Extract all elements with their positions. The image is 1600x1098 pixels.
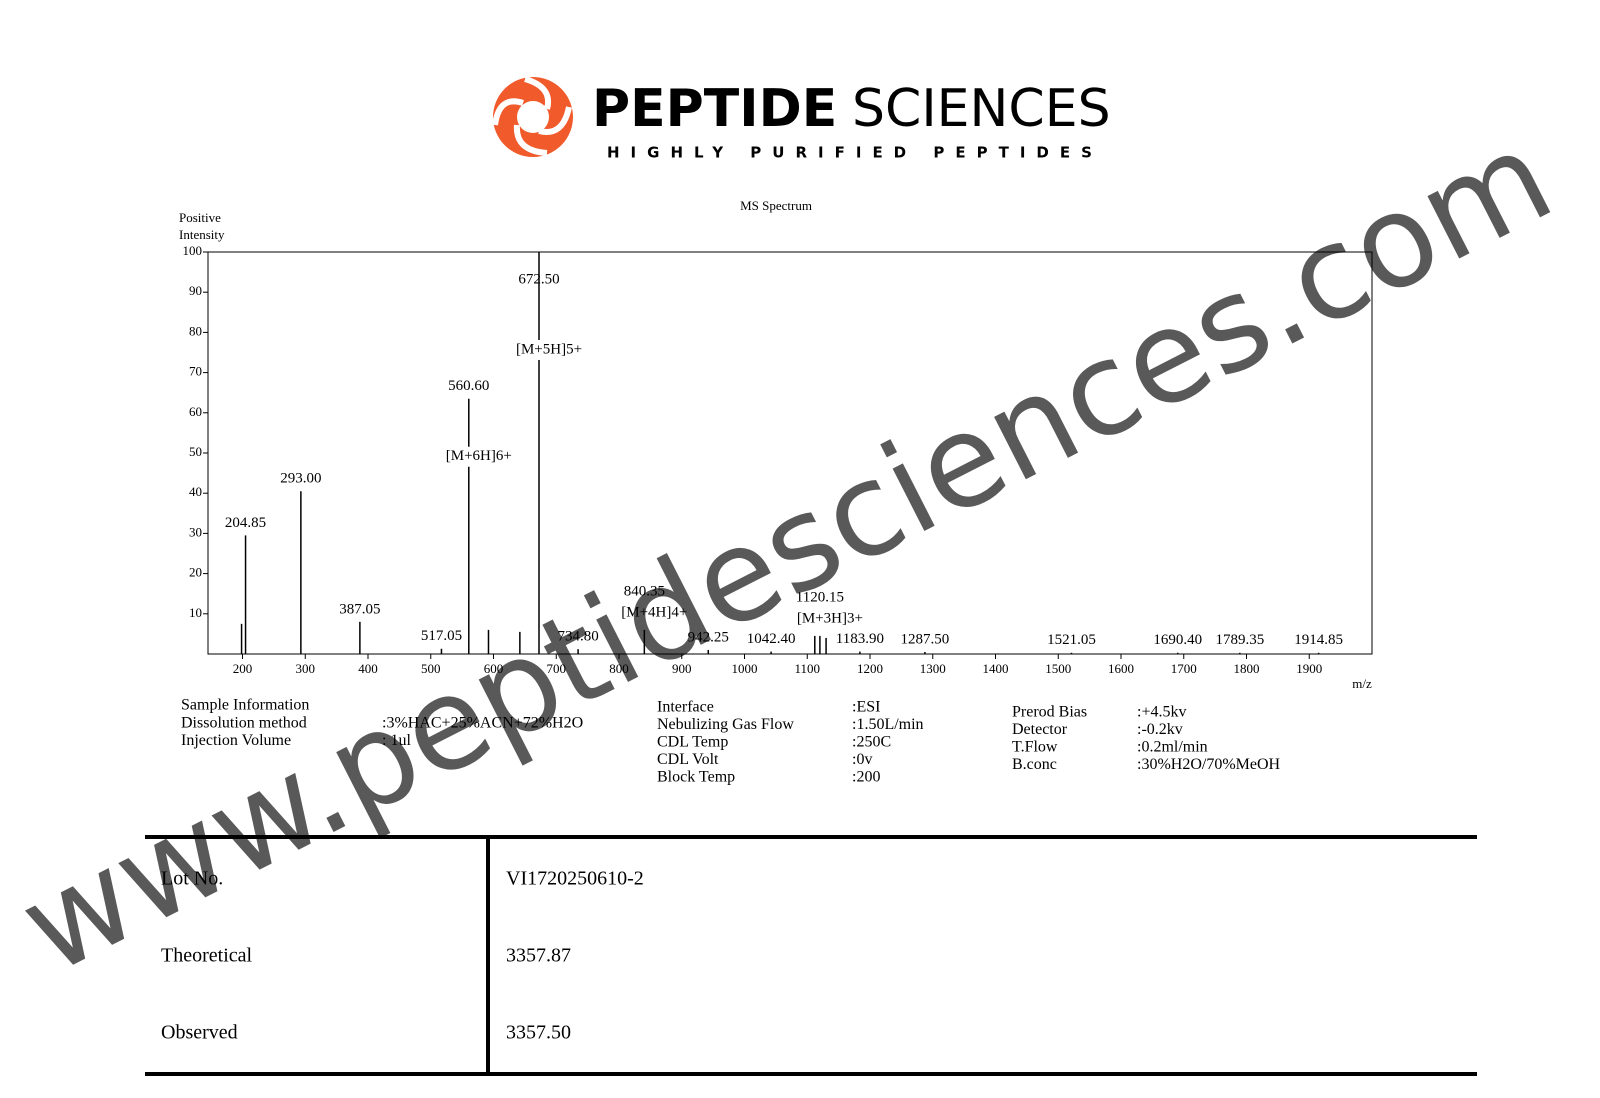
- info-value: :-0.2kv: [1137, 721, 1183, 738]
- peak-label: 387.05: [339, 601, 380, 617]
- cell-label: Observed: [161, 1022, 238, 1044]
- cell-value: 3357.50: [506, 1022, 571, 1044]
- x-tick-label: 600: [484, 661, 504, 676]
- sample-info: Dissolution method :3%HAC+25%ACN+72%H2O In…: [181, 699, 1281, 786]
- peak-label: 1690.40: [1153, 632, 1202, 648]
- peak-label: 204.85: [225, 515, 266, 531]
- info-key: B.conc: [1012, 756, 1057, 773]
- x-tick-label: 1700: [1171, 661, 1197, 676]
- info-key: Injection Volume: [181, 732, 291, 749]
- x-tick-label: 900: [672, 661, 692, 676]
- peak-note: [M+4H]4+: [621, 604, 687, 620]
- note-bg: [505, 340, 574, 360]
- peak-label: 560.60: [448, 378, 489, 394]
- y-tick-label: 50: [189, 444, 202, 459]
- note-bg: [434, 446, 503, 467]
- x-tick-label: 300: [296, 661, 316, 676]
- peak-note: [M+5H]5+: [516, 341, 582, 357]
- y-tick-label: 80: [189, 323, 202, 338]
- x-tick-label: 1200: [857, 661, 883, 676]
- info-heading: Sample Information: [181, 697, 309, 714]
- x-tick-label: 1800: [1234, 661, 1260, 676]
- info-value: :+4.5kv: [1137, 704, 1186, 721]
- peak-label: 517.05: [421, 628, 462, 644]
- peak-label: 1914.85: [1294, 632, 1343, 648]
- y-tick-label: 60: [189, 404, 202, 419]
- peak-note: [M+3H]3+: [797, 610, 863, 626]
- x-axis-label: m/z: [1352, 676, 1372, 691]
- peak-label: 1042.40: [747, 631, 796, 647]
- x-tick-label: 1600: [1108, 661, 1134, 676]
- x-tick-label: 700: [547, 661, 567, 676]
- peak-label: 293.00: [280, 471, 321, 487]
- chart-title: MS Spectrum: [740, 198, 812, 213]
- peak-label: 1183.90: [836, 631, 884, 647]
- x-tick-label: 200: [233, 661, 253, 676]
- peak-label: 1521.05: [1047, 632, 1096, 648]
- info-key: CDL Temp: [657, 734, 728, 751]
- x-tick-label: 500: [421, 661, 441, 676]
- y-tick-label: 20: [189, 565, 202, 580]
- peak-note: [M+6H]6+: [446, 448, 512, 464]
- info-key: Block Temp: [657, 769, 735, 786]
- table: Lot No. VI1720250610-2 Theoretical 3357.87 O…: [161, 868, 644, 1044]
- y-tick-label: 40: [189, 484, 202, 499]
- info-key: Interface: [657, 699, 714, 716]
- cell-value: VI1720250610-2: [506, 868, 644, 890]
- x-tick-label: 1300: [920, 661, 946, 676]
- info-value: :30%H2O/70%MeOH: [1137, 756, 1281, 773]
- y-tick-label: 30: [189, 524, 202, 539]
- peak-label: 942.25: [688, 629, 729, 645]
- y-tick-label: 70: [189, 364, 202, 379]
- x-tick-label: 1500: [1045, 661, 1071, 676]
- info-value: :1.50L/min: [852, 716, 924, 733]
- watermark: www.peptidesciences.com: [0, 102, 1574, 1003]
- info-value: :0.2ml/min: [1137, 739, 1208, 756]
- y-tick-label: 100: [183, 243, 203, 258]
- info-key: Prerod Bias: [1012, 704, 1087, 721]
- note-bg: [785, 608, 854, 629]
- info-key: Dissolution method: [181, 715, 307, 732]
- brand-bold: PEPTIDE: [592, 79, 837, 139]
- y-tick-label: 90: [189, 283, 202, 298]
- x-tick-label: 1100: [794, 661, 820, 676]
- info-value: : 1ul: [382, 732, 411, 749]
- info-value: :3%HAC+25%ACN+72%H2O: [382, 715, 583, 732]
- info-value: :250C: [852, 734, 891, 751]
- peak-label: 1287.50: [901, 631, 950, 647]
- info-value: :200: [852, 769, 880, 786]
- x-tick-label: 1900: [1296, 661, 1322, 676]
- info-key: Detector: [1012, 721, 1068, 738]
- info-value: :ESI: [852, 699, 880, 716]
- logo-icon: [492, 76, 573, 157]
- plot: 10 20 30 40 50 60 70 80 90 100 200 300 400 500 600 700 8…: [183, 243, 1343, 676]
- y-axis-label: Intensity: [179, 227, 225, 242]
- info-key: T.Flow: [1012, 739, 1058, 756]
- peak-label: 1120.15: [796, 589, 844, 605]
- info-key: Nebulizing Gas Flow: [657, 716, 794, 733]
- cell-label: Theoretical: [161, 945, 252, 967]
- x-tick-label: 800: [609, 661, 629, 676]
- info-value: :0v: [852, 751, 872, 768]
- peak-label: 840.35: [624, 583, 665, 599]
- x-tick-label: 400: [358, 661, 378, 676]
- cell-label: Lot No.: [161, 868, 223, 890]
- peak-label: 1789.35: [1215, 632, 1264, 648]
- y-axis-label: Positive: [179, 210, 221, 225]
- x-tick-label: 1400: [983, 661, 1009, 676]
- note-bg: [610, 602, 679, 623]
- cell-value: 3357.87: [506, 945, 571, 967]
- x-tick-label: 1000: [732, 661, 758, 676]
- tagline: HIGHLY PURIFIED PEPTIDES: [607, 144, 1103, 162]
- brand-light: SCIENCES: [852, 79, 1111, 139]
- peak-label: 734.80: [557, 629, 598, 645]
- peak-label: 672.50: [518, 271, 559, 287]
- info-key: CDL Volt: [657, 751, 719, 768]
- y-tick-label: 10: [189, 605, 202, 620]
